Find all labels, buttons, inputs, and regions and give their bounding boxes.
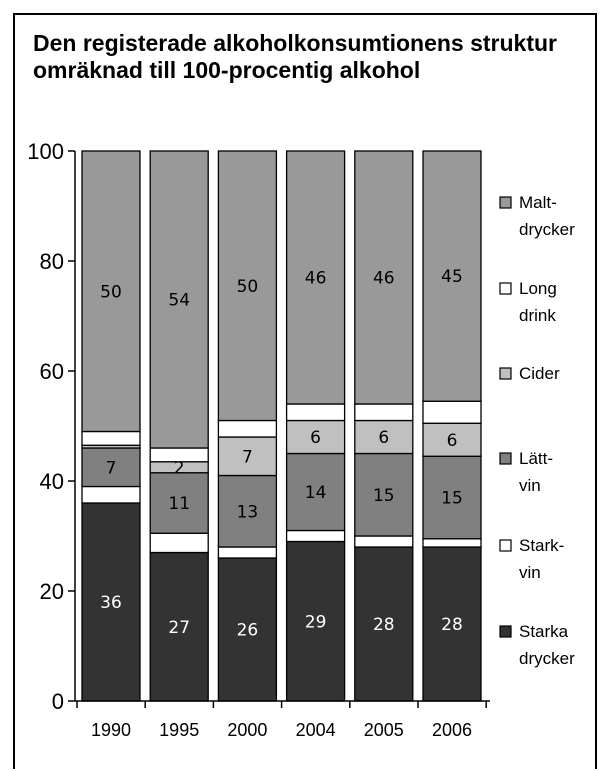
legend-entry: drink	[519, 306, 556, 325]
bar-segment	[354, 150, 414, 405]
bar-segment	[285, 529, 346, 543]
legend-entry: Cider	[519, 364, 560, 383]
data-label: 6	[310, 428, 321, 448]
legend-entry: Starka	[519, 622, 569, 641]
bar-segment	[422, 455, 482, 540]
data-label: 27	[168, 618, 190, 638]
bar-segment	[354, 546, 414, 702]
y-tick-label: 80	[40, 249, 64, 274]
bar-segment	[81, 150, 141, 433]
x-tick-label: 1990	[91, 720, 131, 740]
y-tick-label: 40	[40, 469, 64, 494]
bar-segment	[149, 447, 209, 463]
y-tick-label: 0	[52, 689, 64, 714]
bar-segment	[285, 150, 346, 405]
data-label: 15	[373, 486, 395, 506]
data-label: 50	[237, 277, 259, 297]
bar-segment	[354, 535, 414, 548]
data-label: 2	[174, 458, 185, 478]
bar-segment	[217, 436, 278, 477]
x-tick-label: 1995	[159, 720, 199, 740]
legend-entry: Long	[519, 279, 557, 298]
legend-swatch	[499, 625, 512, 638]
data-label: 26	[237, 621, 259, 641]
data-label: 54	[168, 291, 190, 311]
y-tick-label: 100	[27, 139, 64, 164]
data-label: 6	[447, 431, 458, 451]
data-label: 28	[441, 615, 463, 635]
data-label: 29	[305, 612, 327, 632]
bar-segment	[217, 150, 278, 422]
bar-segment	[354, 403, 414, 422]
bar-segment	[149, 532, 209, 554]
x-tick-label: 2005	[364, 720, 404, 740]
bar-segment	[81, 485, 141, 504]
data-label: 28	[373, 615, 395, 635]
bar-segment	[422, 422, 482, 457]
y-tick-label: 60	[40, 359, 64, 384]
data-label: 13	[237, 502, 259, 522]
bar-segment	[422, 546, 482, 702]
bar-segment	[149, 150, 209, 449]
bar-segment	[149, 472, 209, 534]
data-label: 15	[441, 489, 463, 509]
legend-swatch	[499, 539, 512, 552]
bar-segment	[81, 447, 141, 488]
legend-entry: vin	[519, 563, 541, 582]
legend-entry: drycker	[519, 649, 575, 668]
chart-title: Den registerade alkoholkonsumtionens str…	[33, 30, 558, 83]
legend-entry: Stark-	[519, 536, 564, 555]
bar-segment	[354, 419, 414, 455]
bar-segment	[285, 419, 346, 455]
bar-segment	[285, 403, 346, 422]
legend-swatch	[499, 452, 512, 465]
x-tick-label: 2000	[227, 720, 267, 740]
data-label: 36	[100, 593, 122, 613]
data-label: 45	[441, 267, 463, 287]
data-label: 14	[305, 483, 327, 503]
chart-frame	[13, 13, 597, 769]
legend-entry: drycker	[519, 220, 575, 239]
bar-segment	[149, 551, 209, 702]
bar-segment	[422, 150, 482, 402]
data-label: 46	[305, 269, 327, 289]
bar-segment	[285, 452, 346, 532]
y-tick-label: 20	[40, 579, 64, 604]
data-label: 11	[168, 494, 190, 514]
legend-swatch	[499, 282, 512, 295]
bar-segment	[354, 452, 414, 537]
bar-segment	[285, 540, 346, 702]
legend-entry: vin	[519, 476, 541, 495]
bar-segment	[422, 400, 482, 424]
legend-entry: Lätt-	[519, 449, 553, 468]
x-tick-label: 2006	[432, 720, 472, 740]
data-label: 6	[378, 428, 389, 448]
data-label: 7	[242, 447, 253, 467]
data-label: 7	[106, 458, 117, 478]
x-tick-label: 2004	[296, 720, 336, 740]
bar-segment	[217, 419, 278, 438]
bar-segment	[217, 546, 278, 559]
legend-swatch	[499, 367, 512, 380]
legend-swatch	[499, 196, 512, 209]
bar-segment	[422, 538, 482, 548]
data-label: 50	[100, 282, 122, 302]
legend-entry: Malt-	[519, 193, 557, 212]
data-label: 46	[373, 269, 395, 289]
bar-segment	[81, 430, 141, 446]
